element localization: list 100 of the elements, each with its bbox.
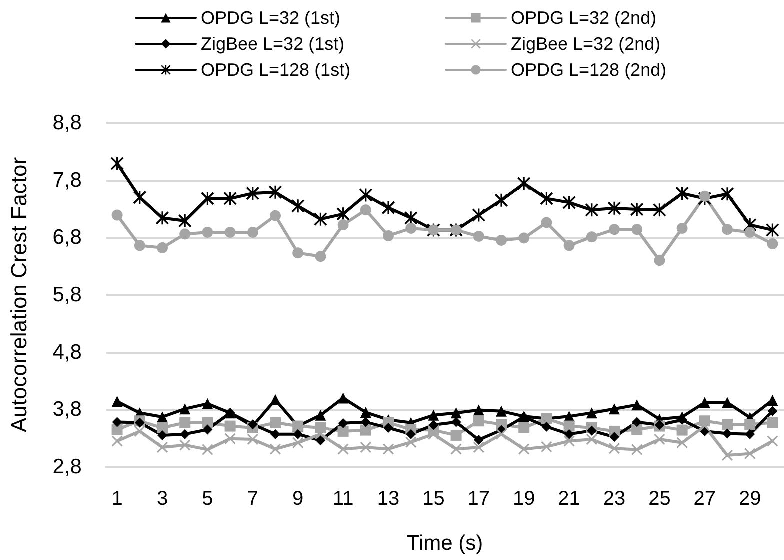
point [610,432,620,442]
point [473,416,484,427]
point [564,429,574,440]
point [676,222,688,234]
point [383,444,394,455]
point [768,406,778,416]
point [518,444,530,455]
point [722,397,733,408]
point [180,417,191,428]
point [744,419,756,430]
y-axis-title: Autocorrelation Crest Factor [6,157,32,433]
point [541,217,552,228]
legend-label: OPDG L=128 (2nd) [511,60,667,80]
point [654,434,666,445]
point [722,419,733,430]
point [134,426,146,437]
point [338,444,349,455]
x-tick-label: 29 [738,488,762,510]
point [450,430,462,441]
point [495,194,508,207]
point [632,444,643,456]
point [157,242,168,254]
point [450,444,462,455]
point [202,444,214,456]
point [270,394,281,406]
point [157,422,168,434]
point [632,400,643,411]
point [180,429,190,440]
point [496,428,507,440]
x-axis-title: Time (s) [406,532,484,555]
point [360,407,372,418]
point [608,202,621,215]
point [745,429,756,440]
point [338,220,349,231]
point [767,417,778,428]
point [246,187,260,200]
point [562,196,576,210]
point [541,441,552,452]
point [451,417,462,428]
x-tick-label: 9 [292,488,304,510]
point [112,210,123,221]
point [224,227,236,238]
x-tick-label: 11 [332,488,354,510]
point [699,397,710,408]
x-tick-label: 27 [694,488,716,510]
point [564,240,575,252]
point [178,214,192,228]
point [609,443,620,454]
point [450,408,462,419]
point [632,424,643,436]
point [744,448,756,460]
point [110,157,124,170]
point [133,191,146,204]
point [360,204,372,216]
point [722,224,733,236]
y-tick-label: 6,8 [52,226,82,250]
point [360,417,371,428]
point [292,200,305,213]
point [383,230,394,242]
point [722,450,733,462]
point [156,212,169,225]
x-tick-label: 13 [377,488,400,510]
point [338,426,349,437]
point [767,436,778,447]
point [653,204,666,217]
point [201,192,214,206]
point [202,424,213,435]
point [112,424,123,436]
point [766,224,780,237]
y-tick-label: 3,8 [52,398,82,422]
point [158,430,168,440]
legend-label: ZigBee L=32 (1st) [201,34,345,54]
point [428,410,440,421]
point [112,436,123,447]
point [247,434,258,445]
point [202,227,214,238]
point [315,410,326,421]
x-tick-label: 19 [512,488,536,510]
point [564,436,575,447]
x-tick-label: 5 [202,488,214,510]
point [609,404,620,415]
point [316,436,326,446]
point [586,426,597,436]
point [473,442,484,454]
point [270,210,281,222]
point [134,240,146,252]
point [338,392,349,404]
point [270,444,281,455]
point [518,232,530,244]
y-tick-label: 4,8 [52,340,82,364]
point [676,187,689,200]
point [270,429,280,440]
x-tick-label: 17 [468,488,490,510]
point [699,190,710,202]
x-tick-label: 23 [603,488,626,510]
point [767,238,778,250]
point [586,408,598,419]
point [496,235,507,246]
point [293,429,304,440]
point [202,398,214,410]
